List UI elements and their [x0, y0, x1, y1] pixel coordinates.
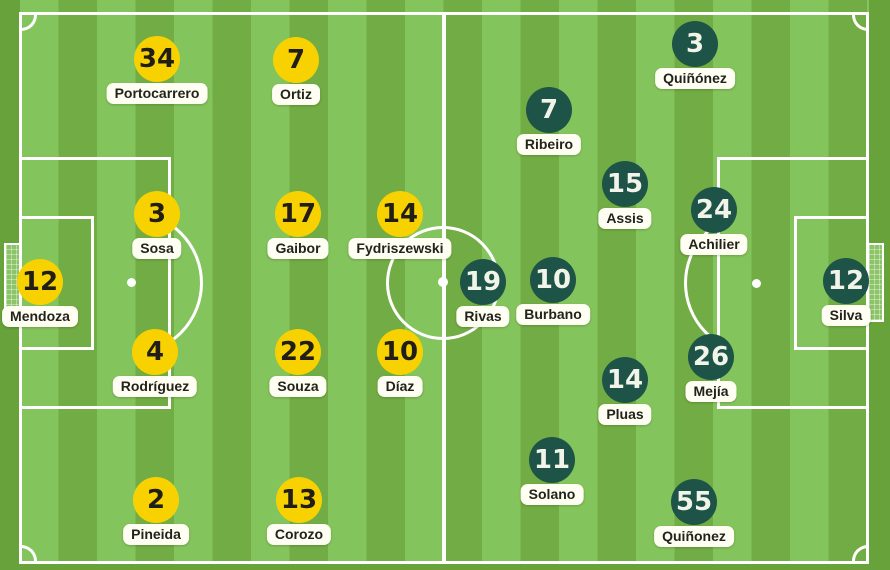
player-number-circle: 13: [276, 477, 322, 523]
player-name-label: Pineida: [123, 524, 189, 545]
player-name-label: Ortiz: [272, 84, 320, 105]
player-name-label: Achilier: [680, 234, 748, 255]
penalty-spot-left: [127, 278, 136, 287]
player-number-circle: 12: [17, 259, 63, 305]
player-name-label: Quiñónez: [655, 68, 735, 89]
player-number-circle: 14: [602, 357, 648, 403]
penalty-arc-left: [171, 210, 205, 356]
player-number-circle: 22: [275, 329, 321, 375]
player-name-label: Mendoza: [2, 306, 78, 327]
player-number-circle: 10: [377, 329, 423, 375]
player-name-label: Fydriszewski: [348, 238, 452, 259]
player-name-label: Ribeiro: [516, 134, 582, 155]
center-spot: [438, 277, 448, 287]
player-number-circle: 14: [377, 191, 423, 237]
player-name-label: Mejía: [685, 381, 737, 402]
player-number-circle: 24: [691, 187, 737, 233]
player-number-circle: 19: [460, 259, 506, 305]
player-name-label: Silva: [821, 305, 871, 326]
penalty-arc-left-curve: [171, 211, 203, 355]
player-name-label: Gaibor: [267, 238, 329, 259]
player-name-label: Assis: [598, 208, 652, 229]
player-name-label: Solano: [520, 484, 584, 505]
player-number-circle: 12: [823, 258, 869, 304]
player-number-circle: 7: [273, 37, 319, 83]
player-number-circle: 3: [672, 21, 718, 67]
player-name-label: Pluas: [598, 404, 652, 425]
player-name-label: Portocarrero: [106, 83, 208, 104]
player-number-circle: 4: [132, 329, 178, 375]
player-name-label: Rodríguez: [112, 376, 198, 397]
player-number-circle: 3: [134, 191, 180, 237]
player-name-label: Sosa: [132, 238, 182, 259]
player-number-circle: 2: [133, 477, 179, 523]
player-number-circle: 15: [602, 161, 648, 207]
player-number-circle: 55: [671, 479, 717, 525]
penalty-spot-right: [752, 279, 761, 288]
player-name-label: Burbano: [516, 304, 590, 325]
player-name-label: Díaz: [377, 376, 423, 397]
player-name-label: Souza: [269, 376, 327, 397]
player-number-circle: 17: [275, 191, 321, 237]
player-name-label: Quiñonez: [654, 526, 734, 547]
player-number-circle: 26: [688, 334, 734, 380]
player-number-circle: 7: [526, 87, 572, 133]
player-name-label: Corozo: [266, 524, 332, 545]
goal-net-left: [4, 243, 21, 322]
player-name-label: Rivas: [456, 306, 510, 327]
player-number-circle: 10: [530, 257, 576, 303]
pitch-margin-bottom: [0, 564, 890, 570]
corner-arc-bottom-right: [852, 545, 868, 561]
player-number-circle: 11: [529, 437, 575, 483]
player-number-circle: 34: [134, 36, 180, 82]
